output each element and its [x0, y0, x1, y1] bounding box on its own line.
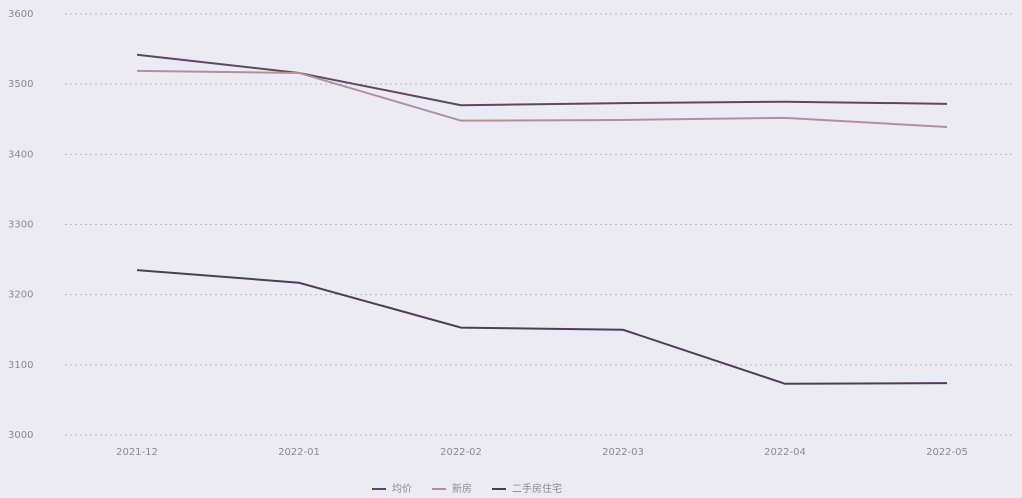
- x-tick-label: 2022-05: [926, 447, 968, 458]
- x-tick-label: 2022-04: [764, 447, 806, 458]
- y-tick-label: 3400: [8, 149, 33, 160]
- legend-label: 新房: [452, 482, 472, 495]
- legend-label: 均价: [392, 483, 412, 495]
- series-line: [136, 269, 948, 385]
- x-tick-label: 2022-03: [602, 447, 644, 458]
- x-tick-label: 2022-02: [440, 447, 482, 458]
- y-tick-label: 3300: [8, 220, 33, 231]
- series-line: [136, 53, 948, 107]
- legend-label: 二手房住宅: [512, 482, 562, 495]
- y-tick-label: 3500: [8, 79, 33, 90]
- y-tick-label: 3000: [8, 430, 33, 441]
- y-tick-label: 3100: [8, 360, 33, 371]
- y-tick-label: 3200: [8, 290, 33, 301]
- x-tick-label: 2022-01: [278, 447, 320, 458]
- series-line: [136, 69, 948, 128]
- y-tick-label: 3600: [8, 9, 33, 20]
- x-tick-label: 2021-12: [116, 447, 158, 458]
